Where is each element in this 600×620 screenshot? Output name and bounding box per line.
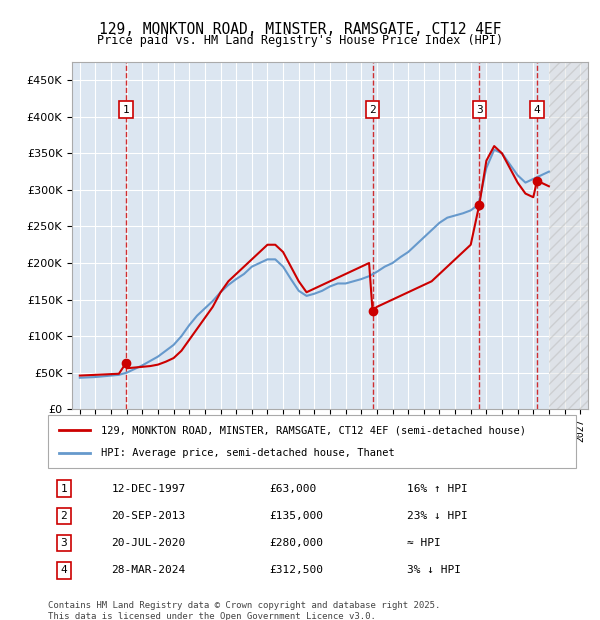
Bar <box>549 62 588 409</box>
Text: £135,000: £135,000 <box>270 511 324 521</box>
Text: 12-DEC-1997: 12-DEC-1997 <box>112 484 185 494</box>
Text: 3: 3 <box>476 105 483 115</box>
Text: HPI: Average price, semi-detached house, Thanet: HPI: Average price, semi-detached house,… <box>101 448 395 458</box>
Text: 3: 3 <box>61 538 67 548</box>
Text: 20-SEP-2013: 20-SEP-2013 <box>112 511 185 521</box>
Text: 28-MAR-2024: 28-MAR-2024 <box>112 565 185 575</box>
Text: 23% ↓ HPI: 23% ↓ HPI <box>407 511 468 521</box>
Text: 1: 1 <box>122 105 130 115</box>
Text: Contains HM Land Registry data © Crown copyright and database right 2025.
This d: Contains HM Land Registry data © Crown c… <box>48 601 440 620</box>
Text: 4: 4 <box>61 565 67 575</box>
FancyBboxPatch shape <box>48 415 576 468</box>
Text: £312,500: £312,500 <box>270 565 324 575</box>
Text: 16% ↑ HPI: 16% ↑ HPI <box>407 484 468 494</box>
Text: 1: 1 <box>61 484 67 494</box>
Text: Price paid vs. HM Land Registry's House Price Index (HPI): Price paid vs. HM Land Registry's House … <box>97 34 503 47</box>
Text: 4: 4 <box>533 105 541 115</box>
Text: £63,000: £63,000 <box>270 484 317 494</box>
Text: 2: 2 <box>61 511 67 521</box>
Text: 3% ↓ HPI: 3% ↓ HPI <box>407 565 461 575</box>
Text: 129, MONKTON ROAD, MINSTER, RAMSGATE, CT12 4EF (semi-detached house): 129, MONKTON ROAD, MINSTER, RAMSGATE, CT… <box>101 425 526 435</box>
Text: 2: 2 <box>369 105 376 115</box>
Text: 20-JUL-2020: 20-JUL-2020 <box>112 538 185 548</box>
Text: ≈ HPI: ≈ HPI <box>407 538 441 548</box>
Text: 129, MONKTON ROAD, MINSTER, RAMSGATE, CT12 4EF: 129, MONKTON ROAD, MINSTER, RAMSGATE, CT… <box>99 22 501 37</box>
Text: £280,000: £280,000 <box>270 538 324 548</box>
